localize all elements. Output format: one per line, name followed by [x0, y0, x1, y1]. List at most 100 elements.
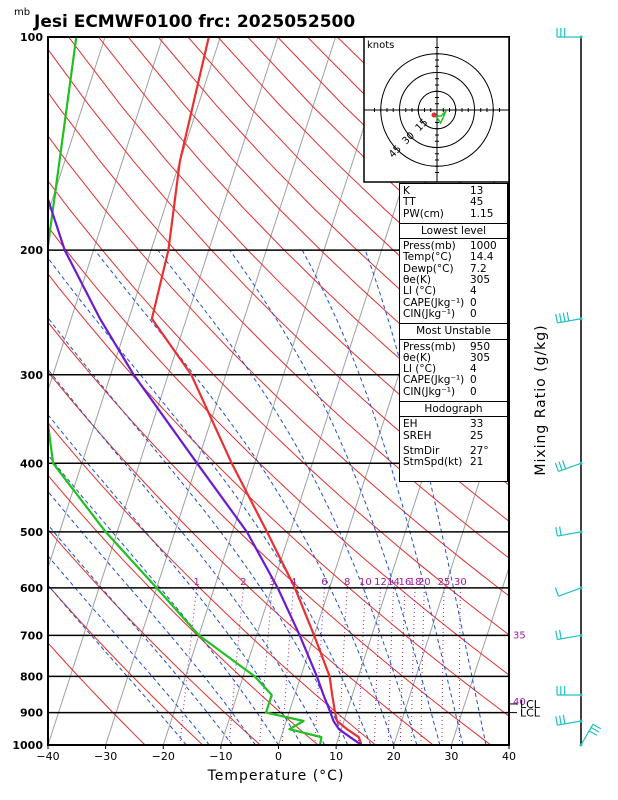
- wind-barb-flag: [562, 460, 567, 470]
- isotherm-line: [48, 37, 279, 745]
- wind-barb-flag: [558, 526, 562, 536]
- index-value: 14.4: [470, 251, 494, 264]
- index-name: EH: [403, 418, 418, 431]
- wind-level-dot: [579, 633, 583, 637]
- temperature-tick-label: 10: [329, 750, 343, 763]
- index-value: 0: [470, 296, 477, 309]
- index-value: 305: [470, 274, 491, 287]
- lowest-level-title: Lowest level: [400, 224, 507, 240]
- index-value: 0: [470, 374, 477, 387]
- index-value: 1.15: [470, 207, 494, 220]
- mixing-ratio-label: 2: [240, 577, 246, 588]
- index-row: CIN(Jkg⁻¹) 0: [403, 308, 504, 320]
- index-row: TT 45: [403, 196, 504, 208]
- mixing-ratio-line: [338, 587, 348, 745]
- index-name: θe(K): [403, 274, 431, 287]
- moist-adiabat-line: [48, 413, 303, 745]
- wind-level-dot: [579, 693, 583, 697]
- dry-adiabat-line: [48, 371, 435, 745]
- dewpoint-profile-line: [48, 37, 323, 745]
- pressure-tick-labels: 100 200 300 400 500 600 700 800 900 1000: [12, 31, 43, 752]
- temperature-tick-label: 0: [275, 750, 282, 763]
- wind-barb-flag: [592, 723, 602, 730]
- index-name: SREH: [403, 429, 432, 442]
- index-name: StmSpd(kt): [403, 456, 463, 469]
- index-name: θe(K): [403, 351, 431, 364]
- index-row: Press(mb) 1000: [403, 240, 504, 253]
- parcel-profile-line: [48, 195, 363, 745]
- index-value: 4: [470, 285, 477, 298]
- temperature-tick-label: 30: [444, 750, 458, 763]
- mixing-ratio-label: 10: [359, 577, 372, 588]
- wind-barb-flag: [558, 715, 562, 725]
- wind-barb-staff: [558, 462, 582, 473]
- hodograph-trace: [434, 110, 447, 125]
- dry-adiabat-line: [48, 48, 509, 522]
- mixing-ratio-line: [420, 587, 425, 745]
- dry-adiabat-line: [48, 642, 146, 745]
- isotherm-line: [48, 37, 164, 392]
- pressure-tick-label: 500: [20, 526, 43, 539]
- unit-mb: mb: [14, 7, 30, 18]
- index-row: K 13: [403, 185, 504, 197]
- index-row: Press(mb) 950: [403, 340, 504, 353]
- wind-barb-flag: [558, 313, 562, 323]
- dry-adiabat-line: [48, 180, 509, 636]
- index-name: CAPE(Jkg⁻¹): [403, 374, 465, 387]
- index-name: Dewp(°C): [403, 262, 454, 275]
- hodograph-title: Hodograph: [400, 402, 507, 418]
- wind-barb-flag: [562, 714, 566, 724]
- indices-panel: K 13 TT 45 PW(cm) 1.15 Lowest level Press(mb)…: [399, 183, 508, 482]
- mixing-ratio-label: 25: [438, 577, 451, 588]
- pressure-tick-label: 100: [20, 31, 43, 44]
- hodograph-label: knots: [367, 40, 394, 51]
- index-value: 305: [470, 351, 491, 364]
- wind-barb-staff: [557, 531, 582, 537]
- index-value: 1000: [470, 240, 497, 253]
- mixing-ratio-label: 16: [399, 577, 412, 588]
- pressure-tick-label: 200: [20, 244, 43, 257]
- profile-series: [48, 37, 363, 745]
- wind-level-dot: [579, 461, 583, 465]
- index-value: 950: [470, 340, 491, 353]
- wind-barb-flag: [554, 587, 560, 597]
- wind-barb-flag: [558, 629, 562, 639]
- pressure-tick-label: 400: [20, 457, 43, 470]
- dry-adiabat-line: [48, 422, 377, 745]
- mixing-ratio-label: 30: [454, 577, 467, 588]
- index-row: LI (°C) 4: [403, 285, 504, 298]
- isotherm-line: [105, 37, 337, 745]
- isotherm-line: [450, 565, 509, 745]
- index-row: SREH 25: [403, 429, 504, 442]
- index-row: CIN(Jkg⁻¹) 0: [403, 386, 504, 398]
- dry-adiabat-line: [48, 273, 509, 717]
- storm-motion-marker: [431, 112, 437, 118]
- dry-adiabat-line: [68, 37, 509, 486]
- index-row: Temp(°C) 14.4: [403, 251, 504, 264]
- mixing-ratio-label: 18: [409, 577, 422, 588]
- temperature-tick-label: −20: [152, 750, 175, 763]
- index-name: PW(cm): [403, 207, 444, 220]
- wind-barb-staff: [580, 723, 594, 746]
- y-axis-label-right: Mixing Ratio (g/kg): [533, 324, 549, 475]
- dry-adiabat-line: [48, 226, 509, 676]
- wind-barb-staff: [558, 587, 582, 597]
- wind-level-dot: [579, 35, 583, 39]
- wind-level-dot: [579, 317, 583, 321]
- wind-barb-flag: [555, 313, 558, 324]
- dry-adiabat-line: [48, 528, 262, 745]
- lowest-level-section: Lowest level Press(mb) 1000 Temp(°C) 14.4 De…: [400, 224, 507, 325]
- most-unstable-title: Most Unstable: [400, 324, 507, 340]
- temperature-tick-label: −40: [36, 750, 59, 763]
- index-name: StmDir: [403, 444, 440, 457]
- mixing-ratio-line: [410, 587, 416, 745]
- index-row: θe(K) 305: [403, 351, 504, 364]
- index-row: CAPE(Jkg⁻¹) 0: [403, 374, 504, 387]
- mixing-ratio-label: 3: [269, 577, 275, 588]
- pressure-tick-label: 900: [20, 707, 43, 720]
- wind-barb-flag: [558, 461, 563, 471]
- wind-level-dot: [579, 719, 583, 723]
